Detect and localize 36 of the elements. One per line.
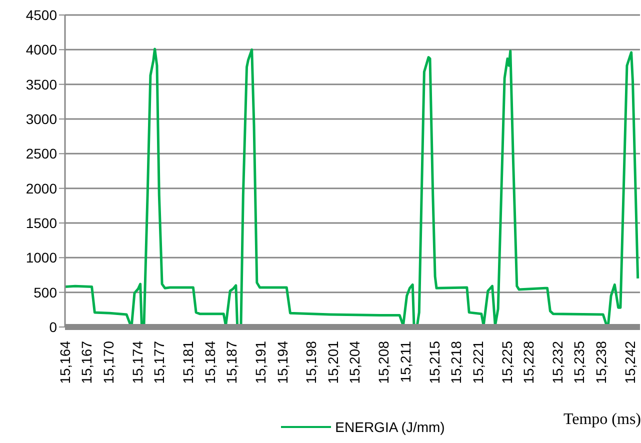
x-tick-label: 15,211	[397, 340, 414, 383]
x-tick-label: 15,187	[224, 340, 240, 384]
x-tick-label: 15,198	[303, 340, 320, 384]
y-tick-label: 500	[34, 284, 58, 300]
x-tick-label: 15,201	[324, 340, 341, 384]
x-tick-label: 15,164	[57, 340, 73, 384]
y-tick-label: 2500	[26, 146, 58, 162]
x-tick-label: 15,204	[346, 340, 363, 384]
y-tick-label: 3500	[26, 76, 58, 92]
x-tick-label: 15,235	[571, 340, 588, 384]
x-tick-label: 15,221	[470, 340, 486, 384]
y-tick-label: 1000	[26, 250, 58, 266]
x-tick-label: 15,170	[100, 340, 116, 384]
x-tick-label: 15,177	[151, 340, 168, 384]
x-tick-label: 15,232	[549, 340, 566, 384]
x-tick-label: 15,225	[498, 340, 515, 384]
x-tick-label: 15,228	[520, 340, 536, 384]
x-tick-label: 15,194	[274, 340, 290, 384]
y-tick-label: 4000	[26, 42, 58, 58]
y-tick-label: 1500	[26, 214, 58, 231]
x-tick-label: 15,242	[622, 340, 638, 384]
x-tick-label: 15,167	[78, 340, 95, 384]
x-tick-label: 15,218	[448, 340, 464, 384]
y-tick-label: 2000	[26, 180, 58, 196]
x-tick-label: 15,238	[592, 340, 609, 384]
y-tick-label: 4500	[26, 6, 58, 23]
y-tick-label: 3000	[26, 110, 58, 127]
x-axis-title: Tempo (ms)	[563, 411, 641, 429]
x-tick-label: 15,181	[180, 340, 196, 384]
x-tick-label: 15,184	[202, 340, 218, 384]
x-tick-label: 15,191	[252, 340, 269, 384]
x-tick-label: 15,174	[129, 340, 146, 384]
legend-label: ENERGIA (J/mm)	[335, 419, 445, 435]
y-tick-label: 0	[49, 318, 58, 335]
x-tick-label: 15,208	[376, 340, 392, 384]
x-tick-label: 15,215	[426, 340, 442, 384]
